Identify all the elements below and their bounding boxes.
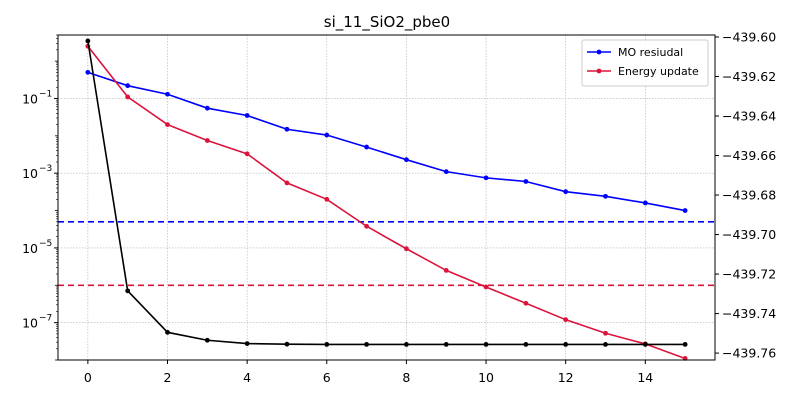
y-left-tick-label: 10 [22,316,38,331]
grid-layer [58,35,715,360]
y-right-tick-label: −439.64 [722,109,776,124]
energy-total-point [204,337,210,343]
energy-total-point [523,341,529,347]
energy-total-point [563,341,569,347]
energy-update-point [284,180,290,186]
mo-resiudal-point [443,169,449,175]
energy-update-point [324,196,330,202]
mo-resiudal-point [563,189,569,195]
energy-update-point [244,151,250,157]
energy-total-point [404,341,409,347]
energy-total-point [603,341,608,347]
y-left-tick-label: 10 [22,91,38,106]
y-left-tick-exponent: −5 [39,239,52,249]
legend-label: MO resiudal [618,46,683,59]
x-tick-label: 8 [402,370,410,385]
energy-total-point [443,341,449,347]
x-tick-label: 14 [637,370,653,385]
x-tick-label: 6 [323,370,331,385]
energy-total-point [244,341,250,347]
legend-swatch-marker [596,49,602,55]
y-left-tick-exponent: −7 [39,314,52,324]
energy-total-point [642,341,648,347]
x-tick-label: 0 [84,370,92,385]
y-right-tick-label: −439.70 [722,227,776,242]
mo-resiudal-line [87,71,686,212]
energy-update-point [443,268,449,273]
y-axis-right: −439.60 −439.62 −439.64 −439.66 −439.68 −439.… [715,29,776,361]
x-tick-label: 12 [558,370,574,385]
mo-resiudal-point [165,91,170,97]
y-right-tick-label: −439.60 [722,29,776,44]
x-tick-label: 4 [243,370,251,385]
energy-total-point [364,341,369,347]
legend: MO resiudal Energy update [581,39,709,87]
energy-total-point [324,341,330,347]
energy-total-line [87,40,686,346]
mo-resiudal-point [642,200,648,206]
energy-update-line [87,45,686,360]
x-tick-label: 2 [164,370,172,385]
energy-update-point [563,317,569,323]
y-left-tick-exponent: −1 [39,89,52,99]
x-axis: 0 2 4 6 8 10 12 14 [84,360,653,385]
mo-resiudal-point [204,105,210,111]
y-right-tick-label: −439.72 [722,267,776,282]
x-tick-label: 10 [478,370,494,385]
series-layer [85,38,688,361]
mo-resiudal-point [244,113,250,118]
energy-total-point [85,38,91,44]
energy-update-point [204,138,210,143]
energy-update-point [404,246,409,252]
energy-update-point [125,94,131,100]
y-left-tick-exponent: −3 [39,164,52,174]
mo-resiudal-point [483,175,489,181]
mo-resiudal-point [523,179,529,184]
legend-swatch-marker [596,68,602,74]
energy-total-point [165,329,170,335]
y-axis-left: 10−110−310−510−7 [22,34,58,361]
y-right-tick-label: −439.66 [722,148,776,163]
mo-resiudal-point [404,157,409,163]
y-right-tick-label: −439.68 [722,188,776,203]
mo-resiudal-point [603,193,608,199]
energy-total-point [483,341,489,347]
legend-label: Energy update [618,65,699,78]
mo-resiudal-point [125,83,131,89]
energy-total-point [284,341,290,347]
y-right-tick-label: −439.74 [722,306,776,321]
energy-update-point [364,223,369,229]
energy-update-point [523,300,529,306]
chart-title: si_11_SiO2_pbe0 [324,13,450,32]
legend-box [581,39,709,87]
mo-resiudal-point [364,144,369,150]
mo-resiudal-point [324,132,330,138]
mo-resiudal-point [85,69,91,75]
energy-update-point [603,330,608,336]
y-right-tick-label: −439.76 [722,346,776,361]
energy-total-point [682,341,688,347]
energy-total-point [125,288,131,294]
energy-update-point [165,122,170,127]
energy-update-point [483,284,489,290]
y-left-tick-label: 10 [22,241,38,256]
y-left-tick-label: 10 [22,166,38,181]
mo-resiudal-point [284,126,290,132]
plot-frame [57,34,716,361]
y-right-tick-label: −439.62 [722,69,776,84]
reference-lines [58,221,715,287]
mo-resiudal-point [682,208,688,213]
